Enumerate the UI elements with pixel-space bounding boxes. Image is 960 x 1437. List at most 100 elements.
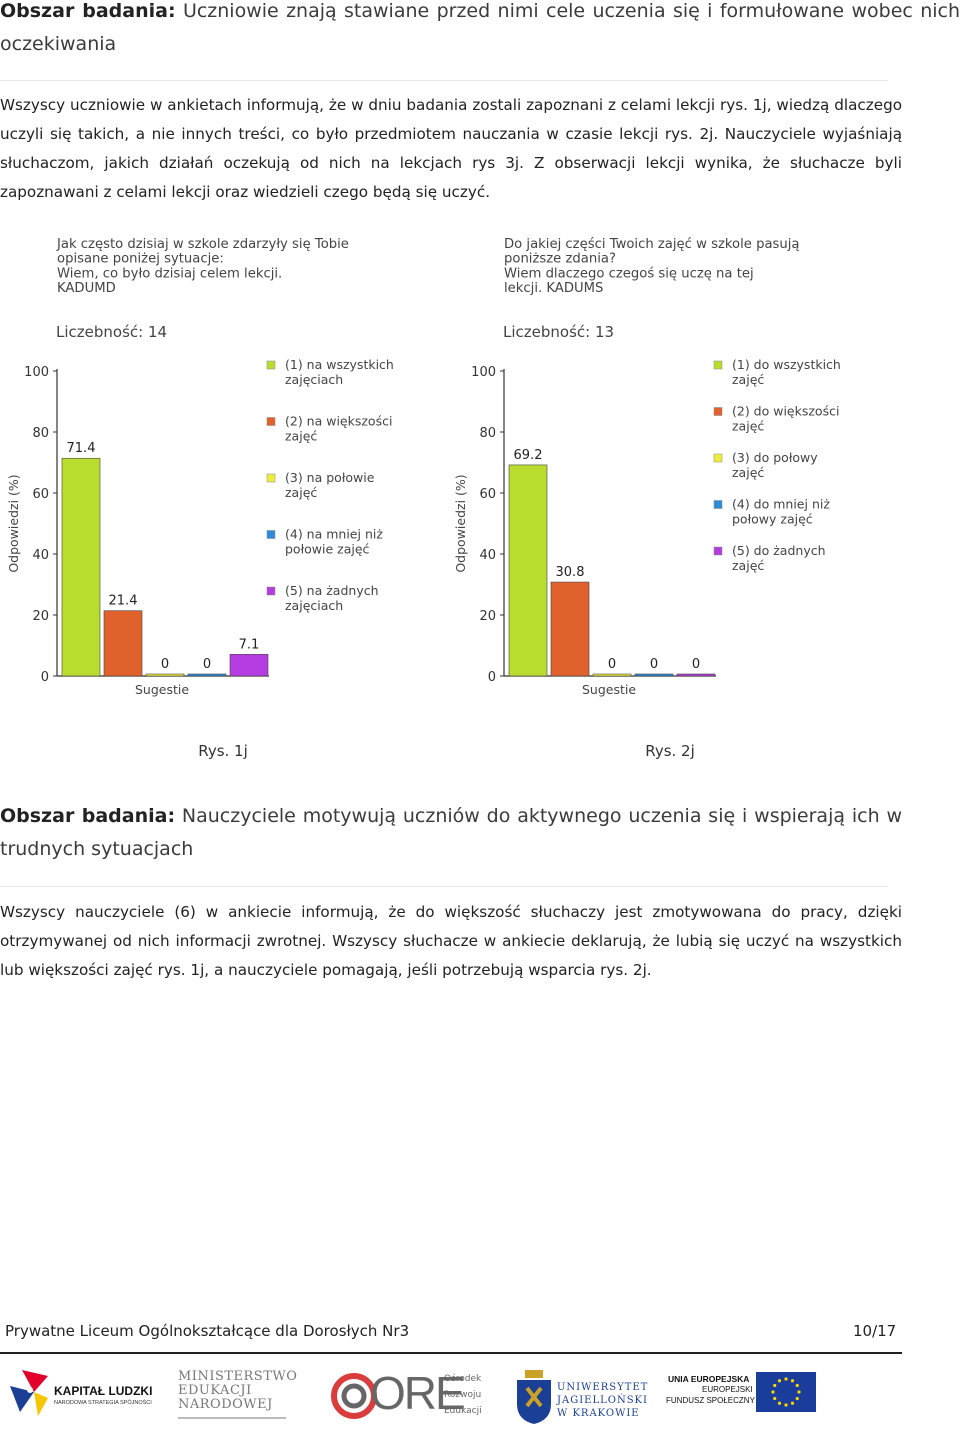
men-logo: MINISTERSTWO EDUKACJI NARODOWEJ (178, 1370, 298, 1422)
legend-swatch (713, 546, 723, 556)
legend-swatch (266, 530, 276, 539)
bar (634, 673, 674, 677)
bar (229, 654, 269, 677)
eu-star (784, 1403, 788, 1407)
legend-label: zajęć (732, 372, 764, 387)
legend-label: zajęciach (285, 598, 343, 613)
footer-rule (0, 1352, 902, 1354)
y-tick-label: 40 (479, 548, 496, 563)
footer-school: Prywatne Liceum Ogólnokształcące dla Dor… (5, 1322, 410, 1340)
legend-label: (2) na większości (285, 414, 392, 429)
chart-question-line: Wiem, co było dzisiaj celem lekcji. (57, 266, 282, 281)
legend-swatch (266, 473, 276, 483)
legend-swatch (713, 407, 723, 416)
chart-question-line: opisane poniżej sytuacje: (57, 252, 224, 267)
legend-label: (3) do połowy (732, 450, 818, 465)
y-axis-label: Odpowiedzi (%) (453, 474, 468, 572)
eu-star (790, 1379, 795, 1383)
eu-star (784, 1377, 788, 1381)
kapital-ludzki-icon (10, 1370, 48, 1416)
legend-label: zajęciach (285, 372, 343, 387)
section-heading-2: Obszar badania: Nauczyciele motywują ucz… (0, 800, 902, 866)
chart-count-label: Liczebność: 13 (503, 323, 614, 341)
x-axis-label: Sugestie (135, 682, 189, 697)
men-line-1: MINISTERSTWO (178, 1369, 298, 1384)
chart-count-label: Liczebność: 14 (56, 323, 167, 341)
ore-logo: ORE Ośrodek Rozwoju Edukacji (330, 1367, 490, 1422)
bar (550, 581, 590, 677)
kapital-ludzki-logo: KAPITAŁ LUDZKI NARODOWA STRATEGIA SPÓJNO… (8, 1368, 168, 1420)
bar-value-label: 71.4 (67, 441, 96, 456)
legend-label: połowy zajęć (732, 512, 813, 527)
bar-value-label: 0 (650, 657, 658, 672)
chart-question-line: Wiem dlaczego czegoś się uczę na tej (504, 265, 754, 281)
legend-label: zajęć (732, 419, 764, 434)
chart-question-line: poniższe zdania? (504, 252, 616, 267)
eu-star (795, 1396, 799, 1401)
y-tick-label: 80 (32, 426, 49, 441)
bar (145, 673, 185, 677)
legend-swatch (266, 360, 276, 370)
ore-word: ORE (370, 1367, 466, 1419)
y-tick-label: 100 (471, 365, 496, 380)
bar-value-label: 30.8 (556, 565, 585, 580)
y-tick-label: 60 (479, 487, 496, 502)
y-tick-label: 20 (32, 609, 49, 624)
chart-question-line: Do jakiej części Twoich zajęć w szkole p… (504, 236, 800, 252)
legend-swatch (713, 360, 723, 370)
eu-line-1: UNIA EUROPEJSKA (668, 1374, 750, 1384)
ore-sub-3: Edukacji (444, 1406, 482, 1416)
men-line-2: EDUKACJI (178, 1383, 252, 1398)
bar (592, 673, 632, 677)
uj-line-2: JAGIELLOŃSKI (557, 1395, 648, 1406)
eu-line-3: FUNDUSZ SPOŁECZNY (666, 1396, 755, 1405)
chart-question-line: KADUMD (57, 281, 116, 296)
chart-caption: Rys. 2j (645, 742, 695, 760)
section-label: Obszar badania: (0, 0, 176, 22)
legend-label: zajęć (732, 558, 764, 573)
divider (0, 80, 888, 81)
uj-line-1: UNIWERSYTET (557, 1382, 649, 1393)
y-axis-label: Odpowiedzi (%) (6, 474, 21, 572)
bar-value-label: 0 (608, 657, 616, 672)
bar-value-label: 0 (161, 657, 169, 672)
legend-label: (1) na wszystkich (285, 357, 394, 372)
eu-logo: UNIA EUROPEJSKA EUROPEJSKI FUNDUSZ SPOŁE… (660, 1372, 820, 1416)
y-tick-label: 0 (488, 670, 496, 685)
chart-question-line: Jak często dzisiaj w szkole zdarzyły się… (56, 237, 349, 252)
y-tick-label: 40 (32, 548, 49, 563)
x-axis-label: Sugestie (582, 682, 636, 697)
uj-crest-icon (517, 1370, 551, 1424)
chart-2j: Do jakiej części Twoich zajęć w szkole p… (447, 228, 917, 768)
bar (61, 457, 101, 677)
chart-caption: Rys. 1j (198, 742, 248, 760)
section-paragraph: Wszyscy nauczyciele (6) w ankiecie infor… (0, 903, 902, 979)
legend-label: zajęć (732, 465, 764, 480)
legend-label: (3) na połowie (285, 470, 375, 485)
kl-title: KAPITAŁ LUDZKI (54, 1384, 153, 1398)
bar-value-label: 21.4 (109, 594, 138, 609)
eu-flag-icon (756, 1372, 816, 1412)
bar-value-label: 69.2 (514, 448, 543, 463)
legend-label: (4) na mniej niż (285, 527, 383, 542)
ore-sub-2: Rozwoju (444, 1390, 482, 1400)
uj-line-3: W KRAKOWIE (557, 1408, 640, 1419)
eu-star (773, 1396, 777, 1401)
y-tick-label: 0 (41, 670, 49, 685)
eu-star (771, 1390, 775, 1394)
page-number: 10/17 (853, 1322, 897, 1340)
bar (187, 673, 227, 677)
men-line-3: NARODOWEJ (178, 1397, 273, 1412)
eu-star (797, 1390, 801, 1394)
eu-line-2: EUROPEJSKI (702, 1385, 753, 1394)
y-tick-label: 100 (24, 365, 49, 380)
legend-label: zajęć (285, 429, 317, 444)
y-tick-label: 20 (479, 609, 496, 624)
legend-label: (5) na żadnych (285, 583, 379, 598)
men-underline (178, 1417, 286, 1419)
legend-swatch (266, 586, 276, 596)
bar (676, 673, 716, 677)
y-tick-label: 80 (479, 426, 496, 441)
chart-question-line: lekcji. KADUMS (504, 281, 603, 296)
legend-label: (2) do większości (732, 404, 839, 419)
